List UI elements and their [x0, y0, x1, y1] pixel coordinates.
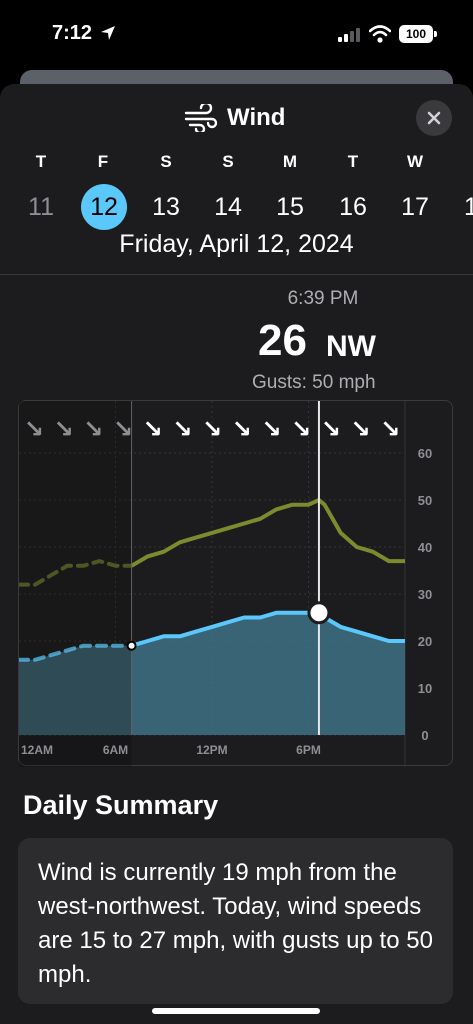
summary-card: Wind is currently 19 mph from the west-n… [18, 838, 453, 1004]
y-tick-label: 50 [418, 493, 432, 508]
wind-direction-arrow-icon: ↘ [202, 415, 222, 443]
y-tick-label: 10 [418, 681, 432, 696]
y-tick-label: 30 [418, 587, 432, 602]
wind-direction-arrow-icon: ↘ [24, 415, 44, 443]
close-button[interactable] [416, 100, 452, 136]
wind-sheet: Wind T F S S M T W 11 12 13 14 15 16 17 … [0, 84, 473, 1024]
wind-chart[interactable]: 60 50 40 30 20 10 0 12AM 6AM 12PM 6PM ↘ ↘ ↘ ↘ ↘ ↘ ↘ ↘ ↘ ↘ ↘ ↘ ↘ [18, 400, 454, 767]
date-button[interactable]: 16 [339, 193, 367, 221]
cellular-signal-icon [338, 28, 360, 42]
readout-time: 6:39 PM [287, 288, 359, 309]
date-button[interactable]: 15 [276, 193, 304, 221]
x-tick-label: 6PM [296, 743, 321, 757]
gusts-line-past [19, 559, 134, 587]
gusts-line-forecast [130, 498, 405, 568]
weekday-label: S [222, 152, 234, 171]
readout-direction: NW [326, 330, 376, 363]
sheet-title: Wind [227, 104, 286, 131]
wind-direction-arrow-icon: ↘ [113, 415, 133, 443]
home-indicator [152, 1008, 320, 1014]
date-button[interactable]: 13 [152, 193, 180, 221]
weekday-label: M [282, 152, 298, 171]
sustained-line-past [19, 643, 134, 662]
status-time: 7:12 [52, 22, 93, 44]
date-button-selected[interactable]: 12 [81, 184, 127, 230]
location-arrow-icon [101, 26, 115, 40]
battery-indicator: 100 [399, 25, 437, 43]
wind-direction-arrow-icon: ↘ [53, 415, 73, 443]
divider [0, 274, 473, 275]
y-tick-label: 40 [418, 540, 432, 555]
readout-gusts: Gusts: 50 mph [252, 372, 376, 393]
weekday-label: W [406, 152, 424, 171]
x-tick-label: 6AM [103, 743, 128, 757]
y-tick-label: 0 [421, 728, 428, 743]
date-button[interactable]: 1 [464, 193, 473, 221]
selection-point [307, 601, 331, 625]
y-tick-label: 60 [418, 446, 432, 461]
date-button[interactable]: 11 [28, 193, 54, 221]
wind-direction-arrow-icon: ↘ [232, 415, 252, 443]
date-row: 11 12 13 14 15 16 17 1 [0, 184, 473, 230]
wind-direction-arrow-icon: ↘ [350, 415, 370, 443]
x-tick-label: 12PM [196, 743, 227, 757]
summary-title: Daily Summary [23, 790, 219, 820]
close-icon [427, 111, 441, 125]
weekday-label: T [35, 152, 47, 171]
wifi-icon [369, 25, 391, 43]
weekday-label: S [160, 152, 172, 171]
selected-full-date: Friday, April 12, 2024 [119, 230, 354, 258]
readout-speed: 26 [258, 316, 307, 365]
weekday-label: T [347, 152, 359, 171]
x-tick-label: 12AM [21, 743, 53, 757]
weekday-row: T F S S M T W [0, 152, 473, 176]
wind-direction-arrow-icon: ↘ [291, 415, 311, 443]
wind-direction-arrow-icon: ↘ [261, 415, 281, 443]
summary-text: Wind is currently 19 mph from the west-n… [38, 859, 433, 988]
date-button[interactable]: 17 [401, 193, 429, 221]
wind-icon [184, 104, 218, 132]
weekday-label: F [97, 152, 109, 171]
sheet-header: Wind [0, 100, 473, 136]
sustained-area [19, 612, 405, 735]
wind-direction-arrow-icon: ↘ [83, 415, 103, 443]
y-tick-label: 20 [418, 634, 432, 649]
wind-direction-arrow-icon: ↘ [380, 415, 400, 443]
wind-direction-arrow-icon: ↘ [321, 415, 341, 443]
status-bar: 7:12 100 [0, 0, 473, 70]
now-point [126, 640, 137, 651]
date-button[interactable]: 14 [214, 193, 242, 221]
past-area-dim [19, 401, 132, 735]
wind-direction-arrow-icon: ↘ [172, 415, 192, 443]
sustained-line-forecast [131, 610, 405, 648]
wind-chart-svg[interactable]: 60 50 40 30 20 10 0 12AM 6AM 12PM 6PM ↘ ↘ ↘ ↘ ↘ ↘ ↘ ↘ ↘ ↘ ↘ ↘ ↘ [19, 401, 454, 767]
wind-direction-arrow-icon: ↘ [143, 415, 163, 443]
